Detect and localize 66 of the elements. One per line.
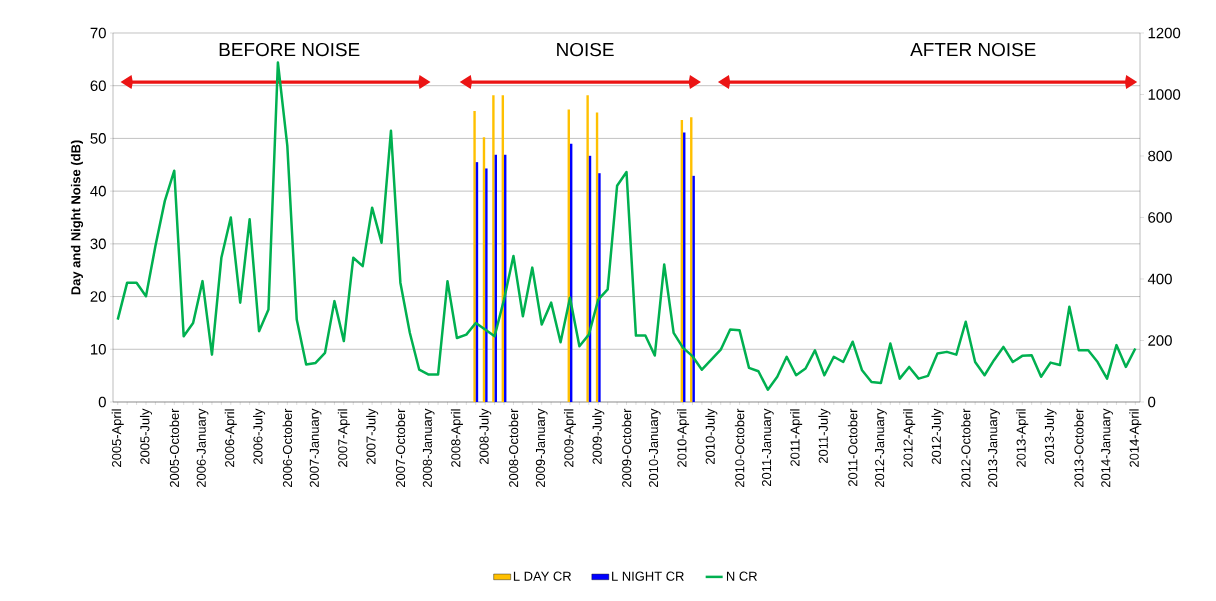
- bar: [473, 111, 476, 402]
- bar: [485, 168, 488, 402]
- x-tick-label: 2010-January: [648, 408, 661, 488]
- x-tick-label: 2012-January: [875, 408, 887, 488]
- x-tick-label: 2005-July: [139, 408, 153, 465]
- x-tick-label: 2006-October: [282, 408, 293, 488]
- x-tick-label: 2012-April: [903, 409, 916, 467]
- y2-tick-label: 1000: [1148, 89, 1181, 100]
- y-tick-label: 0: [98, 396, 106, 408]
- legend-label: N CR: [726, 571, 757, 581]
- annotation: BEFORE NOISE: [219, 42, 360, 57]
- x-tick-label: 2007-October: [395, 408, 406, 488]
- x-tick-label: 2009-April: [563, 409, 577, 467]
- x-tick-label: 2010-April: [677, 409, 690, 467]
- x-tick-label: 2013-April: [1016, 409, 1029, 467]
- x-tick-label: 2006-July: [253, 408, 266, 465]
- x-tick-label: 2013-January: [988, 408, 1000, 488]
- legend-label: L DAY CR: [513, 571, 572, 581]
- y2-tick-label: 600: [1148, 212, 1172, 223]
- bar: [692, 175, 695, 402]
- x-tick-label: 2011-January: [761, 408, 774, 487]
- annotation: AFTER NOISE: [910, 42, 1036, 57]
- x-tick-label: 2009-January: [535, 408, 548, 488]
- x-tick-label: 2008-October: [508, 408, 519, 488]
- x-tick-label: 2006-January: [196, 408, 209, 488]
- x-tick-label: 2007-January: [309, 408, 322, 488]
- y-tick-label: 50: [90, 133, 106, 144]
- x-tick-label: 2009-July: [592, 408, 605, 465]
- y-tick-label: 70: [90, 27, 106, 39]
- x-tick-label: 2010-July: [705, 408, 718, 465]
- bar: [492, 95, 495, 402]
- x-tick-label: 2009-October: [621, 408, 632, 488]
- annotation: NOISE: [557, 42, 614, 57]
- x-tick-label: 2005-April: [111, 409, 124, 467]
- x-tick-label: 2014-April: [1129, 409, 1142, 467]
- x-tick-label: 2008-April: [450, 409, 463, 467]
- x-tick-label: 2011-April: [790, 409, 803, 466]
- y2-tick-label: 1200: [1148, 27, 1181, 39]
- y2-tick-label: 800: [1148, 150, 1172, 162]
- bar: [586, 95, 589, 402]
- bar: [598, 173, 601, 402]
- y-tick-label: 30: [90, 238, 106, 250]
- y2-tick-label: 400: [1147, 273, 1172, 285]
- y-tick-label: 20: [90, 291, 106, 302]
- x-tick-label: 2012-July: [931, 408, 944, 465]
- legend-label: L NIGHT CR: [612, 571, 684, 581]
- y2-tick-label: 0: [1148, 396, 1156, 408]
- x-tick-label: 2007-April: [337, 409, 350, 467]
- x-tick-label: 2011-October: [847, 408, 858, 487]
- x-tick-label: 2005-October: [169, 408, 180, 488]
- y-axis-title: Day and Night Noise (dB): [70, 140, 84, 295]
- x-tick-label: 2008-July: [479, 408, 492, 465]
- x-tick-label: 2014-January: [1101, 408, 1113, 488]
- x-tick-label: 2013-July: [1044, 408, 1057, 465]
- line-series: [116, 61, 1137, 391]
- x-tick-label: 2010-October: [734, 408, 745, 488]
- x-tick-label: 2013-October: [1074, 408, 1084, 488]
- x-tick-label: 2007-July: [366, 408, 379, 465]
- x-tick-label: 2012-October: [960, 408, 971, 488]
- y2-tick-label: 200: [1148, 335, 1172, 346]
- y-tick-label: 10: [91, 343, 106, 355]
- y-tick-label: 40: [90, 185, 106, 197]
- x-tick-label: 2008-January: [422, 408, 435, 488]
- x-tick-label: 2006-April: [224, 409, 237, 467]
- y-tick-label: 60: [90, 80, 106, 91]
- x-tick-label: 2011-July: [818, 408, 831, 464]
